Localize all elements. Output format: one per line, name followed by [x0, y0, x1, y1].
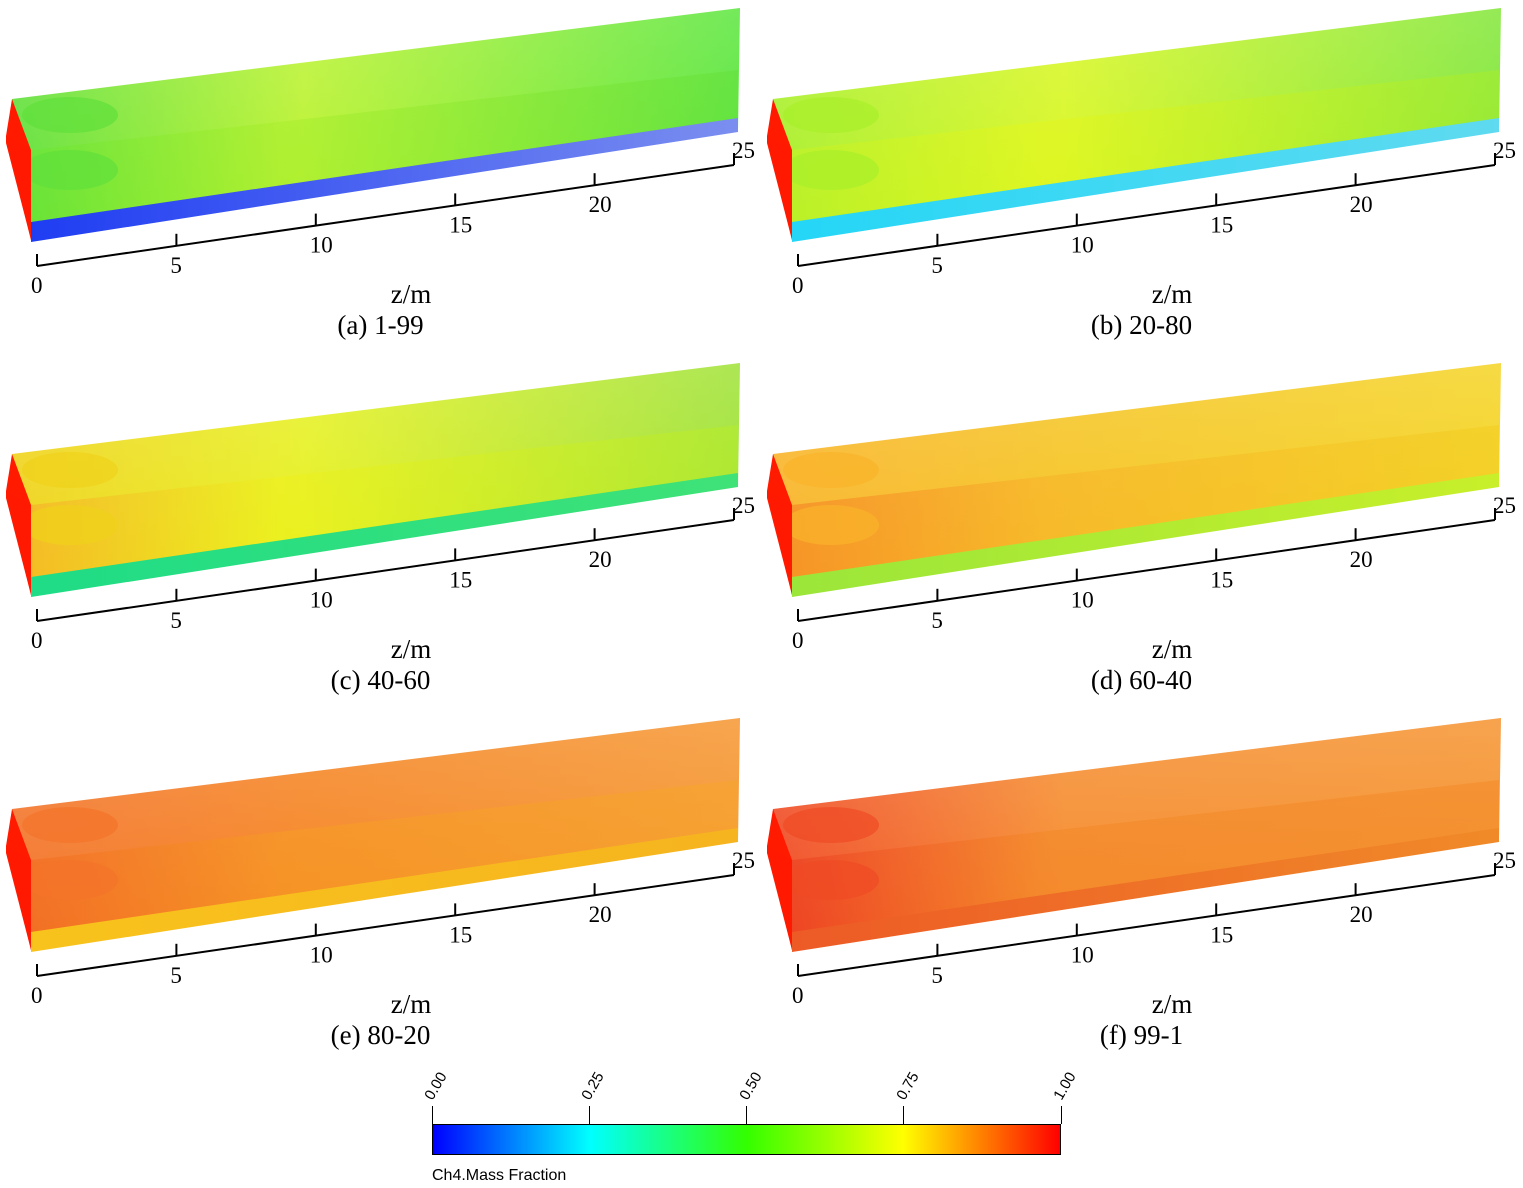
z-axis-tick-label: 25 [1493, 138, 1516, 163]
z-axis-title: z/m [391, 634, 432, 664]
z-axis-line [36, 164, 735, 267]
panel-caption: (a) 1-99 [337, 310, 424, 340]
panel-caption: (c) 40-60 [330, 665, 431, 695]
z-axis-tick-label: 25 [732, 138, 755, 163]
z-axis-tick-label: 15 [1210, 922, 1233, 947]
duct-bottom-face [31, 473, 738, 597]
duct-contour: 0 5 10 15 20 25 z/m [6, 718, 755, 1019]
z-axis-tick-label: 15 [1210, 567, 1233, 592]
panel-c: 0 5 10 15 20 25 z/m (c) 40-60 [0, 355, 761, 710]
inlet-vortex-upper [783, 97, 879, 133]
z-axis-tick-label: 25 [1493, 493, 1516, 518]
duct-contour: 0 5 10 15 20 25 z/m [6, 8, 755, 309]
duct-contour: 0 5 10 15 20 25 z/m [767, 718, 1516, 1019]
z-axis-tick-label: 10 [1071, 943, 1094, 968]
z-axis-title: z/m [1152, 279, 1193, 309]
z-axis-tick-label: 5 [170, 253, 182, 278]
z-axis-line [36, 874, 735, 977]
inlet-vortex-lower [783, 505, 879, 545]
colorbar-tick [1060, 1106, 1062, 1124]
z-axis-title: z/m [391, 279, 432, 309]
z-axis-tick-label: 20 [589, 902, 612, 927]
z-axis-tick-label: 0 [31, 628, 43, 653]
duct-bottom-face [31, 828, 738, 952]
duct-contour: 0 5 10 15 20 25 z/m [6, 363, 755, 664]
panel-e: 0 5 10 15 20 25 z/m (e) 80-20 [0, 710, 761, 1065]
z-axis-tick-label: 5 [931, 608, 943, 633]
z-axis-line [797, 164, 1496, 267]
colorbar-tick-label: 0.25 [578, 1069, 608, 1103]
z-axis-tick-label: 25 [732, 848, 755, 873]
z-axis-tick-label: 10 [1071, 588, 1094, 613]
duct-bottom-face [31, 118, 738, 242]
z-axis-tick-label: 10 [1071, 233, 1094, 258]
panel-caption: (f) 99-1 [1099, 1020, 1184, 1050]
colorbar-tick-label: 0.75 [893, 1069, 923, 1103]
panel-caption: (b) 20-80 [1090, 310, 1193, 340]
colorbar-tick-label: 0.50 [735, 1069, 766, 1103]
z-axis-tick-label: 10 [310, 233, 333, 258]
duct-contour: 0 5 10 15 20 25 z/m [767, 363, 1516, 664]
inlet-vortex-upper [22, 452, 118, 488]
z-axis-tick-label: 0 [792, 983, 804, 1008]
z-axis-tick-label: 25 [1493, 848, 1516, 873]
z-axis-tick-label: 20 [1350, 902, 1373, 927]
duct-bottom-face [792, 118, 1499, 242]
inlet-vortex-upper [783, 807, 879, 843]
z-axis-tick-label: 15 [449, 922, 472, 947]
panel-f: 0 5 10 15 20 25 z/m (f) 99-1 [761, 710, 1522, 1065]
z-axis-tick-label: 10 [310, 588, 333, 613]
duct-bottom-face [792, 473, 1499, 597]
colorbar-tick [431, 1106, 433, 1124]
panel-caption: (e) 80-20 [330, 1020, 431, 1050]
z-axis-tick-label: 0 [792, 628, 804, 653]
panel-d: 0 5 10 15 20 25 z/m (d) 60-40 [761, 355, 1522, 710]
colorbar-title: Ch4.Mass Fraction [432, 1167, 567, 1184]
z-axis-title: z/m [1152, 989, 1193, 1019]
inlet-vortex-lower [22, 150, 118, 190]
inlet-vortex-lower [783, 150, 879, 190]
inlet-vortex-lower [22, 505, 118, 545]
colorbar-tick [903, 1106, 905, 1124]
inlet-vortex-lower [783, 860, 879, 900]
colorbar-tick-label: 0.00 [421, 1069, 451, 1103]
duct-bottom-face [792, 828, 1499, 952]
z-axis-tick-label: 15 [1210, 212, 1233, 237]
z-axis-line [36, 519, 735, 622]
z-axis-line [797, 874, 1496, 977]
inlet-vortex-upper [22, 97, 118, 133]
colorbar-tick [588, 1106, 590, 1124]
z-axis-title: z/m [391, 989, 432, 1019]
z-axis-tick-label: 5 [931, 253, 943, 278]
inlet-vortex-upper [783, 452, 879, 488]
panel-a: 0 5 10 15 20 25 z/m (a) 1-99 [0, 0, 761, 355]
colorbar-tick [746, 1106, 747, 1124]
z-axis-title: z/m [1152, 634, 1193, 664]
panel-caption: (d) 60-40 [1090, 665, 1193, 695]
z-axis-tick-label: 0 [792, 273, 804, 298]
z-axis-tick-label: 25 [732, 493, 755, 518]
panel-b: 0 5 10 15 20 25 z/m (b) 20-80 [761, 0, 1522, 355]
z-axis-line [797, 519, 1496, 622]
inlet-vortex-upper [22, 807, 118, 843]
duct-contour: 0 5 10 15 20 25 z/m [767, 8, 1516, 309]
z-axis-tick-label: 10 [310, 943, 333, 968]
z-axis-tick-label: 0 [31, 983, 43, 1008]
z-axis-tick-label: 5 [170, 963, 182, 988]
z-axis-tick-label: 5 [931, 963, 943, 988]
z-axis-tick-label: 20 [589, 192, 612, 217]
colorbar-tick-label: 1.00 [1050, 1069, 1080, 1103]
z-axis-tick-label: 5 [170, 608, 182, 633]
z-axis-tick-label: 20 [1350, 547, 1373, 572]
z-axis-tick-label: 0 [31, 273, 43, 298]
z-axis-tick-label: 20 [589, 547, 612, 572]
colorbar [432, 1124, 1061, 1155]
z-axis-tick-label: 20 [1350, 192, 1373, 217]
z-axis-tick-label: 15 [449, 212, 472, 237]
z-axis-tick-label: 15 [449, 567, 472, 592]
inlet-vortex-lower [22, 860, 118, 900]
